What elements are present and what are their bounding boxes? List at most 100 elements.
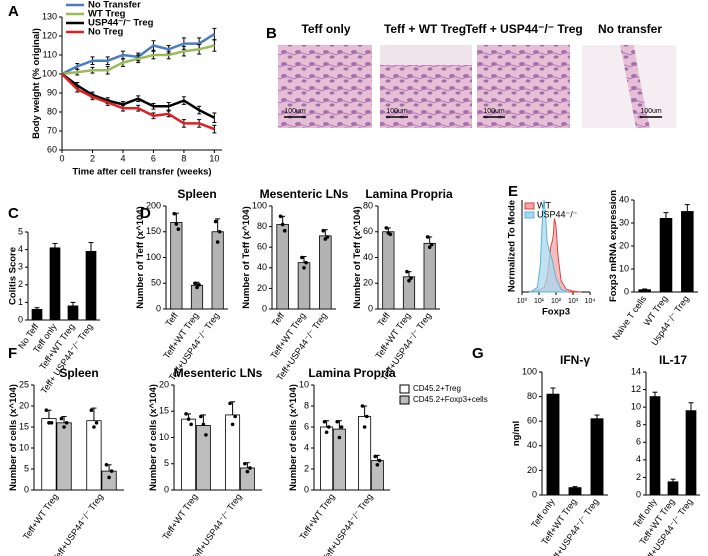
data-point <box>327 425 331 429</box>
data-point <box>337 435 342 440</box>
bar <box>67 305 79 321</box>
y-tick-label: 0 <box>624 286 629 296</box>
y-axis-label: Number of Teff (x^104) <box>241 206 252 309</box>
bar <box>590 418 604 496</box>
bar <box>370 460 384 491</box>
image-title: Teff + WT Treg <box>384 22 466 36</box>
chart-title: IL-17 <box>659 353 687 367</box>
data-point <box>282 228 287 233</box>
bar <box>190 284 204 310</box>
legend-label: USP44⁻/⁻ <box>537 209 578 219</box>
y-tick-label: 80 <box>363 200 373 210</box>
bar <box>56 422 72 491</box>
bar <box>332 428 346 491</box>
y-tick-label: 110 <box>43 49 57 59</box>
x-tick-label: 10⁰ <box>517 297 528 305</box>
data-point <box>409 276 413 280</box>
data-point <box>377 458 382 463</box>
data-point <box>107 475 111 480</box>
data-point <box>325 235 330 239</box>
y-tick-label: 0 <box>636 489 641 499</box>
chart-title: Lamina Propria <box>308 366 396 380</box>
x-tick-label: 10⁴ <box>585 298 596 305</box>
x-tick-label: Teff+USP44⁻/⁻ Treg <box>51 492 105 556</box>
panel-letter: C <box>8 205 19 222</box>
y-tick-label: 4 <box>18 244 23 254</box>
data-point <box>322 419 327 424</box>
y-axis-label: Number of Teff (x^104) <box>135 206 146 309</box>
chart-title: Mesenteric LNs <box>260 187 349 201</box>
data-point <box>89 408 94 413</box>
data-point <box>248 466 252 470</box>
y-tick-label: 14 <box>631 366 641 376</box>
data-point <box>62 425 66 429</box>
x-tick-label: 2 <box>90 153 95 163</box>
data-point <box>94 421 99 425</box>
panel-letter: F <box>8 345 17 362</box>
x-tick-label: 10² <box>551 298 562 305</box>
bar <box>423 242 436 310</box>
y-tick-label: 80 <box>527 391 537 401</box>
bar <box>681 211 694 293</box>
bar <box>101 470 117 491</box>
y-tick-label: 60 <box>527 416 537 426</box>
data-point <box>245 469 250 474</box>
image-title: Teff + USP44⁻/⁻ Treg <box>465 22 582 36</box>
y-tick-label: 100 <box>252 200 267 210</box>
data-point <box>388 232 393 237</box>
y-tick-label: 0 <box>24 484 29 494</box>
bar <box>225 414 241 491</box>
data-point <box>407 278 411 283</box>
x-tick-label: 8 <box>181 153 186 163</box>
bar <box>31 309 43 321</box>
y-tick-label: 20 <box>619 240 629 250</box>
y-tick-label: 70 <box>47 125 57 135</box>
bar <box>181 418 197 491</box>
chart-title: Spleen <box>177 187 216 201</box>
data-point <box>174 222 179 226</box>
data-point <box>195 285 199 290</box>
y-axis-label: Colitis Score <box>7 247 18 305</box>
bar <box>568 487 582 496</box>
y-tick-label: 100 <box>42 68 57 78</box>
y-tick-label: 0 <box>262 303 267 313</box>
y-tick-label: 60 <box>257 242 267 252</box>
data-point <box>429 242 434 247</box>
y-tick-label: 40 <box>527 440 537 450</box>
bar <box>638 289 651 293</box>
y-tick-label: 4 <box>304 442 309 452</box>
y-tick-label: 5 <box>164 458 169 468</box>
panel-letter: D <box>140 205 151 222</box>
legend-label: CD45.2+Foxp3+cells <box>413 395 488 404</box>
chart-title: IFN-γ <box>560 353 590 367</box>
x-tick-label: 4 <box>120 153 125 163</box>
data-point <box>304 260 308 265</box>
data-point <box>360 404 365 408</box>
x-axis-label: Foxp3 <box>542 307 570 318</box>
image-title: Teff only <box>301 22 350 36</box>
data-point <box>92 425 96 429</box>
histology-image <box>278 45 372 128</box>
y-tick-label: 0 <box>156 303 161 313</box>
y-axis-label: Normalized To Mode <box>507 200 518 292</box>
y-tick-label: 5 <box>24 463 29 473</box>
x-tick-label: Teff+WT Treg <box>160 492 199 542</box>
panel-letter: A <box>8 3 19 20</box>
y-axis-label: Number of Teff (x^104) <box>352 206 363 309</box>
data-point <box>199 414 203 419</box>
y-tick-label: 2 <box>18 279 23 289</box>
bar <box>85 250 97 321</box>
data-point <box>278 214 283 219</box>
bar <box>546 393 560 496</box>
bar <box>402 276 416 310</box>
bar <box>667 481 679 496</box>
y-tick-label: 0 <box>368 303 373 313</box>
x-tick-label: 10³ <box>568 298 579 305</box>
